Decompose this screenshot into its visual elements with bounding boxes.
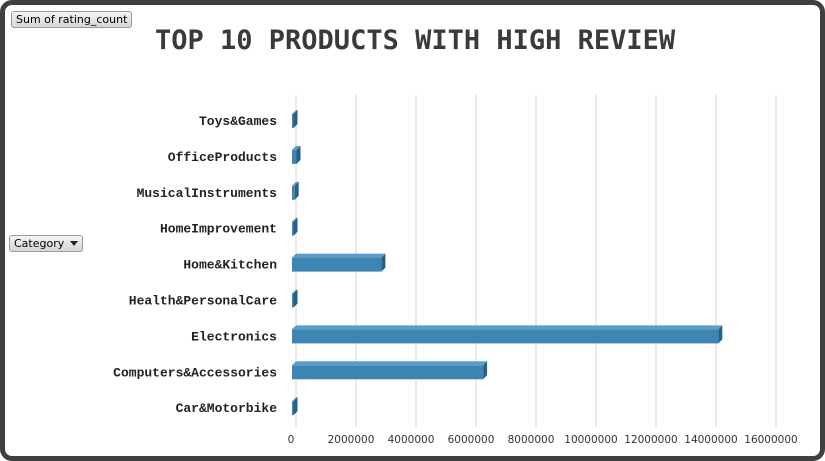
bar-top-face xyxy=(292,289,298,294)
bar xyxy=(292,401,294,416)
category-label: Car&Motorbike xyxy=(176,401,278,416)
bar xyxy=(292,365,484,380)
x-tick-label: 8000000 xyxy=(508,434,555,446)
x-tick-label: 16000000 xyxy=(744,434,797,446)
category-label: MusicalInstruments xyxy=(137,186,278,201)
x-tick-label: 12000000 xyxy=(624,434,677,446)
bar-top-face xyxy=(292,217,298,222)
bar-top-face xyxy=(292,253,386,258)
value-field-button[interactable]: Sum of rating_count xyxy=(11,11,133,28)
bar xyxy=(292,114,294,128)
category-field-label: Category xyxy=(14,237,65,250)
bar-side-face xyxy=(718,325,723,344)
dropdown-caret-icon xyxy=(70,241,79,246)
bar-side-face xyxy=(293,289,298,308)
bar-side-face xyxy=(296,145,301,164)
bar-side-face xyxy=(381,253,386,272)
category-label: Computers&Accessories xyxy=(113,365,277,380)
x-tick-label: 4000000 xyxy=(388,434,435,446)
category-label: HomeImprovement xyxy=(160,222,277,237)
bar xyxy=(292,149,297,164)
x-tick-label: 10000000 xyxy=(564,434,617,446)
bar-side-face xyxy=(483,361,488,380)
x-tick-label: 2000000 xyxy=(328,434,375,446)
bar-top-face xyxy=(292,181,299,186)
category-label: Electronics xyxy=(191,329,277,344)
bar-top-face xyxy=(292,110,298,114)
bar-top-face xyxy=(292,145,301,150)
category-label: Home&Kitchen xyxy=(183,258,277,273)
x-tick-label: 6000000 xyxy=(448,434,495,446)
bar xyxy=(292,221,294,236)
bar-side-face xyxy=(293,217,298,236)
bar-top-face xyxy=(292,361,488,366)
bar xyxy=(292,257,382,272)
bar xyxy=(292,329,719,344)
value-field-label: Sum of rating_count xyxy=(16,13,128,26)
bar-side-face xyxy=(294,181,299,200)
bar-side-face xyxy=(293,397,298,416)
category-label: Health&PersonalCare xyxy=(129,294,277,309)
bar xyxy=(292,293,294,308)
category-field-button[interactable]: Category xyxy=(9,235,84,252)
bar-top-face xyxy=(292,325,723,330)
chart-title: TOP 10 PRODUCTS WITH HIGH REVIEW xyxy=(155,25,676,56)
bar-side-face xyxy=(293,110,298,128)
x-tick-label: 0 xyxy=(288,434,295,446)
x-tick-label: 14000000 xyxy=(684,434,737,446)
category-label: Toys&Games xyxy=(199,114,277,129)
bar xyxy=(292,185,295,200)
bar-top-face xyxy=(292,397,298,402)
category-label: OfficeProducts xyxy=(168,150,277,165)
